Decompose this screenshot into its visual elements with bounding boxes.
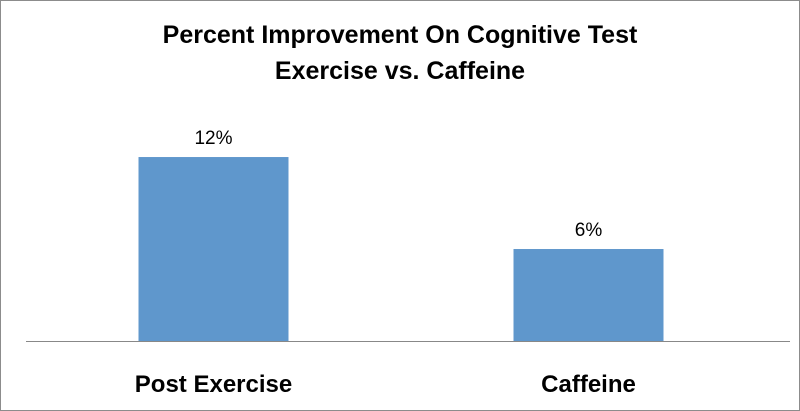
chart-subtitle: Exercise vs. Caffeine [274, 57, 526, 85]
data-label: 6% [575, 220, 603, 241]
x-tick-label: Post Exercise [135, 371, 292, 398]
x-tick-label: Caffeine [541, 371, 636, 398]
bar-caffeine [513, 249, 664, 341]
chart-title: Percent Improvement On Cognitive Test [162, 21, 638, 49]
data-label: 12% [194, 128, 232, 149]
bar-post-exercise [138, 157, 289, 341]
